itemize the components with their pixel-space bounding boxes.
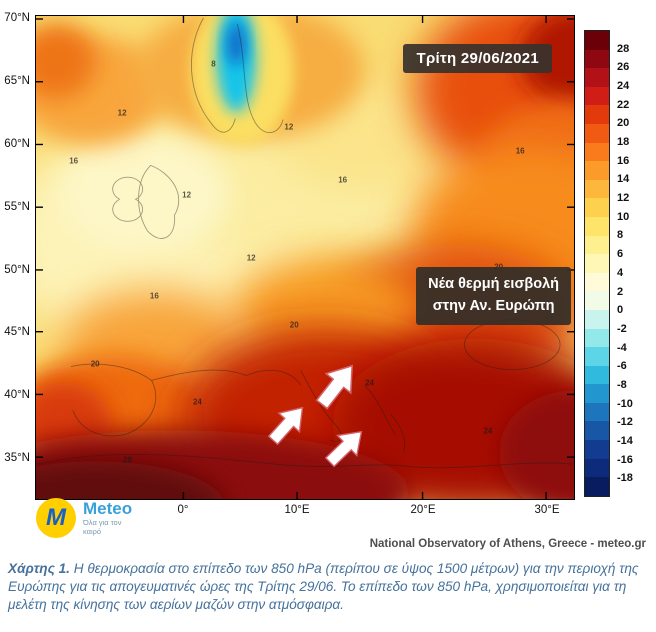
meteo-logo: M Meteo Όλα για τον καιρό [36,498,132,538]
colorbar-band [585,123,609,143]
colorbar-bands [584,30,610,497]
warm-air-arrow-icon [324,430,363,468]
colorbar-tick-label: 6 [617,248,624,261]
temperature-field-map [36,16,574,499]
coastlines [37,17,573,469]
caption-label: Χάρτης 1. [8,561,70,576]
annotation-line-1: Νέα θερμή εισβολή [428,276,559,292]
attribution-text: National Observatory of Athens, Greece -… [369,538,646,550]
lat-tick-label: 40°N [4,389,30,401]
warm-intrusion-annotation: Νέα θερμή εισβολή στην Αν. Ευρώπη [416,267,571,325]
lon-tick-label: 10°E [284,504,310,516]
colorbar-band [585,31,609,50]
colorbar-tick-label: 8 [617,229,624,242]
meteo-monogram: M [46,504,66,531]
colorbar-band [585,477,609,496]
colorbar-band [585,235,609,255]
colorbar-band [585,347,609,366]
colorbar-tick-label: -10 [617,397,633,410]
colorbar-tick-label: 24 [617,80,630,93]
colorbar-tick-label: 22 [617,98,630,111]
colorbar-band [585,198,609,217]
meteo-tagline: Όλα για τον καιρό [83,517,122,536]
colorbar-tick-label: -4 [617,341,627,354]
lon-tick-label: 30°E [534,504,560,516]
lon-tick-label: 0° [177,504,189,516]
colorbar-band [585,68,609,87]
lat-tick-label: 50°N [4,264,30,276]
colorbar-band [585,365,609,385]
colorbar-tick-label: -12 [617,416,633,429]
colorbar-tick-label: -18 [617,472,633,485]
date-label: Τρίτη 29/06/2021 [403,44,552,73]
colorbar-tick-label: 10 [617,210,630,223]
colorbar-band [585,291,609,310]
lat-tick-label: 65°N [4,75,30,87]
temperature-blobs [36,16,574,499]
longitude-axis: 0° 10°E 20°E 30°E [35,502,575,520]
colorbar-band [585,328,609,348]
latitude-axis: 70°N 65°N 60°N 55°N 50°N 45°N 40°N 35°N [0,12,33,500]
colorbar-band [585,440,609,459]
colorbar-tick-label: -8 [617,378,627,391]
colorbar-tick-label: 14 [617,173,630,186]
colorbar-tick-label: 20 [617,117,630,130]
colorbar-tick-label: -6 [617,360,627,373]
warm-air-arrows [267,364,363,468]
annotation-line-2: στην Αν. Ευρώπη [432,297,555,314]
lat-tick-label: 60°N [4,138,30,150]
meteo-logo-text: Meteo Όλα για τον καιρό [83,500,132,537]
colorbar-tick-label: 2 [617,285,624,298]
colorbar-band [585,402,609,422]
colorbar-band [585,142,609,162]
lat-tick-label: 55°N [4,201,30,213]
temperature-colorbar: 28 26 24 22 20 18 16 14 12 10 8 6 4 2 0 -2 -4 -6 -8 -10 -12-… [584,30,633,497]
colorbar-tick-label: -2 [617,322,627,335]
colorbar-band [585,161,609,180]
lat-tick-label: 70°N [4,12,30,24]
colorbar-band [585,458,609,478]
colorbar-tick-label: 0 [617,304,624,317]
colorbar-tick-label: -16 [617,453,633,466]
meteo-logo-icon: M [36,498,76,538]
figure-caption: Χάρτης 1. Η θερμοκρασία στο επίπεδο των … [8,560,650,614]
map-frame: 1281216121612162020242428201624 Τρίτη 29… [35,15,575,500]
colorbar-ticks: 28 26 24 22 20 18 16 14 12 10 8 6 4 2 0 -2 -4 -6 -8 -10 -12-… [610,30,650,497]
colorbar-band [585,309,609,329]
colorbar-band [585,86,609,106]
colorbar-tick-label: 26 [617,61,630,74]
colorbar-band [585,216,609,236]
meteo-brand: Meteo [83,498,133,518]
lon-tick-label: 20°E [410,504,436,516]
colorbar-band [585,384,609,403]
colorbar-tick-label: 28 [617,42,630,55]
lat-tick-label: 35°N [4,452,30,464]
colorbar-tick-label: 12 [617,192,630,205]
colorbar-band [585,272,609,292]
colorbar-tick-label: 18 [617,136,630,149]
colorbar-tick-label: -14 [617,434,633,447]
colorbar-tick-label: 4 [617,266,624,279]
colorbar-band [585,421,609,441]
colorbar-band [585,49,609,69]
colorbar-band [585,105,609,124]
colorbar-band [585,254,609,273]
colorbar-band [585,179,609,199]
lat-tick-label: 45°N [4,326,30,338]
warm-air-arrow-icon [315,364,354,410]
caption-text: Η θερμοκρασία στο επίπεδο των 850 hPa (π… [8,561,639,612]
warm-air-arrow-icon [267,406,304,446]
colorbar-tick-label: 16 [617,154,630,167]
